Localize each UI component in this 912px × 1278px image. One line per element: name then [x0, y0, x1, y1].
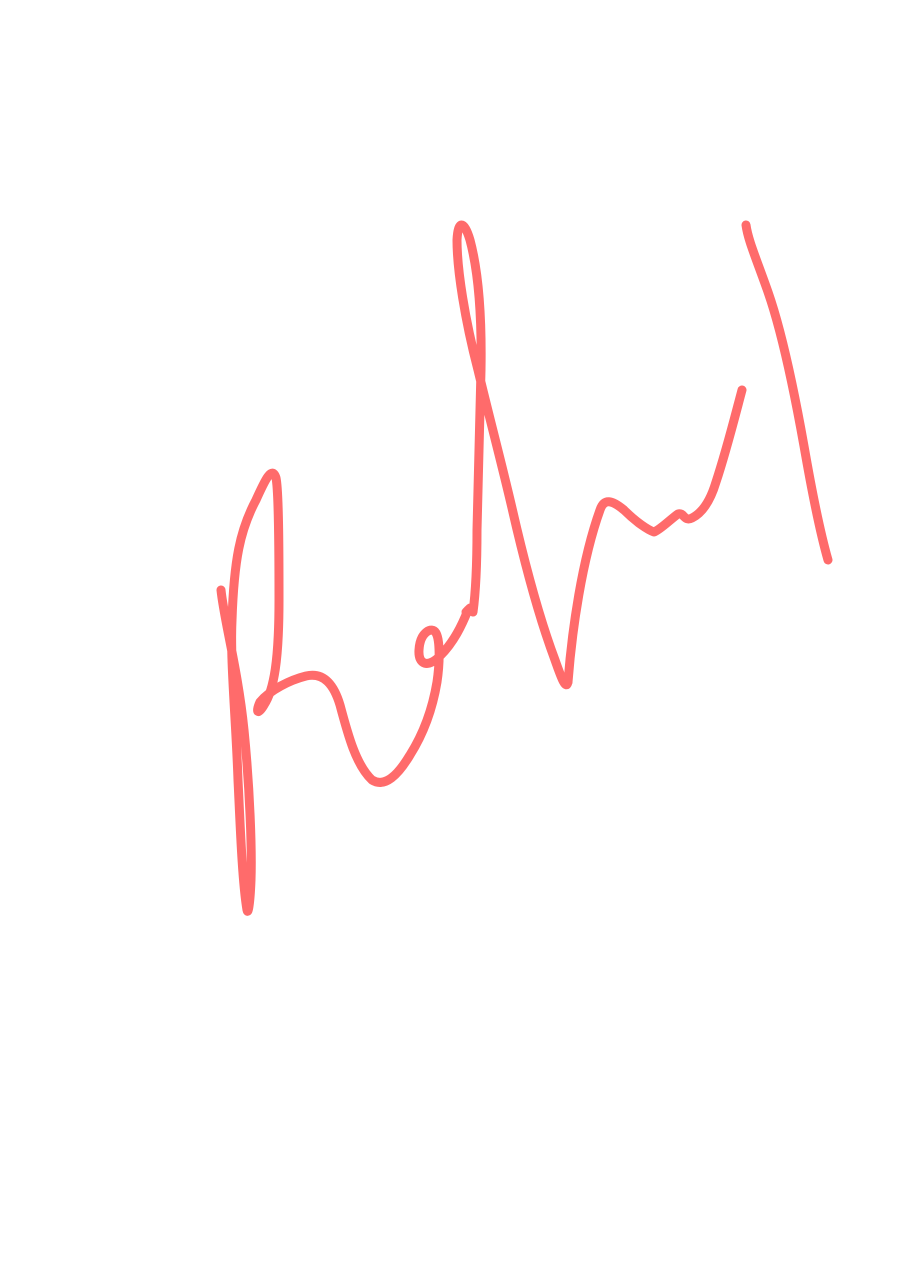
signature-strokes	[216, 220, 833, 916]
stroke-2	[452, 220, 573, 690]
stroke-3	[563, 385, 747, 687]
stroke-1	[216, 468, 473, 916]
stroke-4	[741, 220, 833, 565]
stroke-5	[461, 603, 475, 617]
